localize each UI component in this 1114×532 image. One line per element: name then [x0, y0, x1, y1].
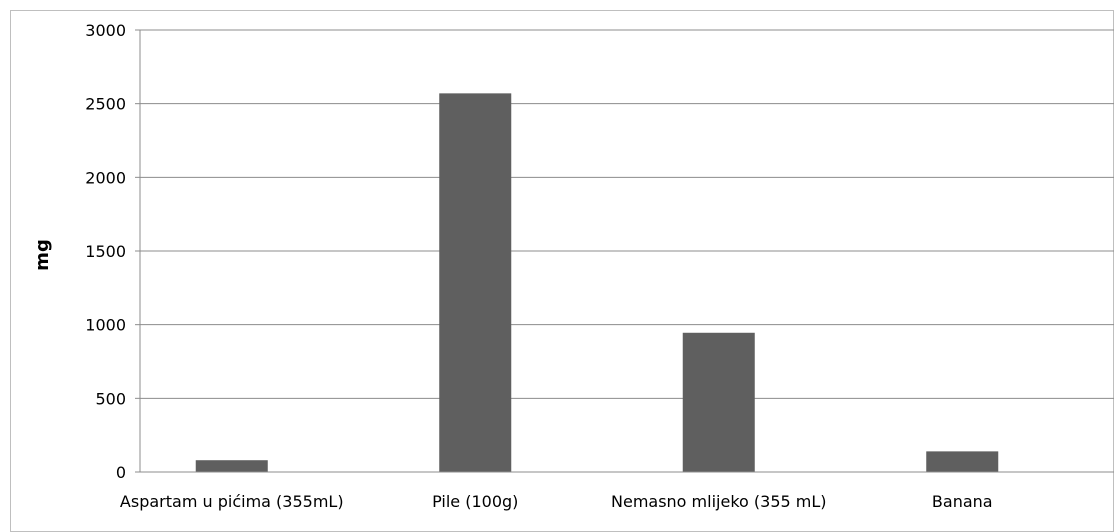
y-axis-label: mg: [32, 239, 53, 271]
x-category-labels: Aspartam u pićima (355mL) Pile (100g) Nema…: [120, 492, 993, 511]
y-tick-label: 2000: [85, 168, 126, 187]
bar-3: [926, 451, 999, 472]
bars: [195, 93, 999, 472]
y-tick-label: 1500: [85, 242, 126, 261]
y-tick-label: 3000: [85, 21, 126, 40]
chart-frame: [10, 10, 1114, 532]
x-category-label: Nemasno mlijeko (355 mL): [611, 492, 827, 511]
axes: [135, 29, 1114, 473]
y-tick-label: 0: [116, 463, 126, 482]
y-tick-label: 1000: [85, 316, 126, 335]
y-tick-label: 500: [95, 389, 126, 408]
x-category-label: Aspartam u pićima (355mL): [120, 492, 344, 511]
bar-0: [195, 460, 268, 472]
x-category-label: Banana: [932, 492, 993, 511]
gridlines: [140, 29, 1114, 399]
x-category-label: Pile (100g): [432, 492, 518, 511]
y-tick-labels: 0 500 1000 1500 2000 2500 3000: [85, 21, 126, 482]
y-tick-label: 2500: [85, 95, 126, 114]
bar-2: [682, 332, 755, 472]
bar-1: [439, 93, 512, 472]
